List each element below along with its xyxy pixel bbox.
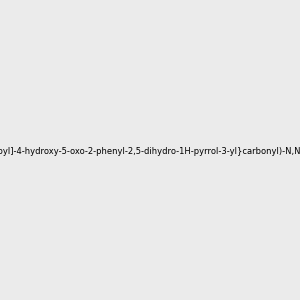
Text: 4-({1-[3-(dimethylamino)propyl]-4-hydroxy-5-oxo-2-phenyl-2,5-dihydro-1H-pyrrol-3: 4-({1-[3-(dimethylamino)propyl]-4-hydrox… bbox=[0, 147, 300, 156]
